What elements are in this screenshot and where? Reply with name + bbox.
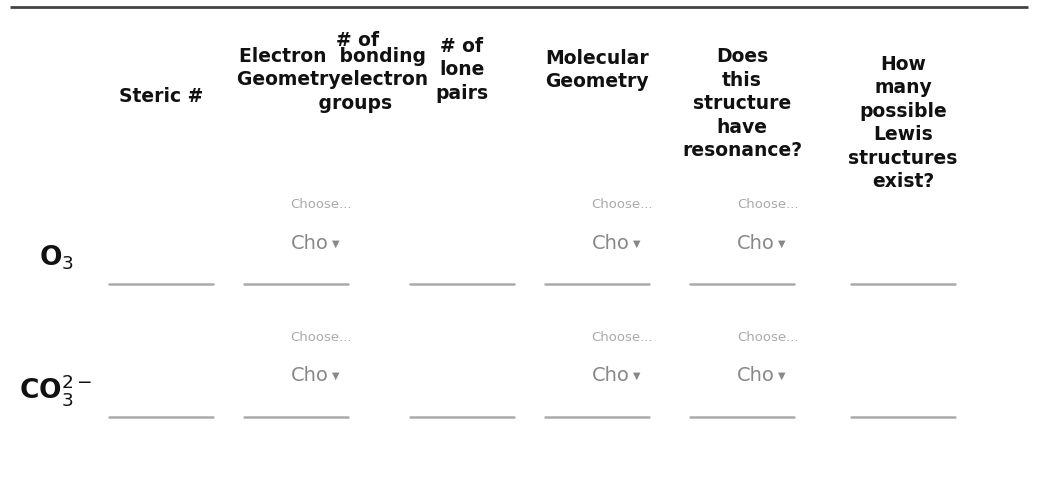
Text: Cho: Cho [737,234,774,253]
Text: # of: # of [336,31,379,51]
Text: Does
this
structure
have
resonance?: Does this structure have resonance? [682,47,802,160]
Text: ▼: ▼ [632,371,640,381]
Text: How
many
possible
Lewis
structures
exist?: How many possible Lewis structures exist… [848,54,958,191]
Text: Cho: Cho [737,366,774,386]
Text: Choose...: Choose... [737,199,798,211]
Text: ▼: ▼ [777,371,786,381]
Text: # of
lone
pairs: # of lone pairs [435,37,489,103]
Text: Choose...: Choose... [737,331,798,344]
Text: Cho: Cho [291,234,328,253]
Text: ▼: ▼ [331,239,339,248]
Text: ▼: ▼ [632,239,640,248]
Text: ▼: ▼ [331,371,339,381]
Text: Molecular
Geometry: Molecular Geometry [545,49,649,91]
Text: CO$_3^{2-}$: CO$_3^{2-}$ [19,373,91,408]
Text: Cho: Cho [291,366,328,386]
Text: Cho: Cho [592,234,629,253]
Text: Electron  bonding
Geometry​electron
       groups: Electron bonding Geometry​electron group… [237,47,428,112]
Text: ▼: ▼ [777,239,786,248]
Text: Choose...: Choose... [592,199,653,211]
Text: O$_3$: O$_3$ [39,243,75,272]
Text: Choose...: Choose... [291,331,352,344]
Text: Choose...: Choose... [291,199,352,211]
Text: Cho: Cho [592,366,629,386]
Text: Choose...: Choose... [592,331,653,344]
Text: Steric #: Steric # [118,87,203,106]
